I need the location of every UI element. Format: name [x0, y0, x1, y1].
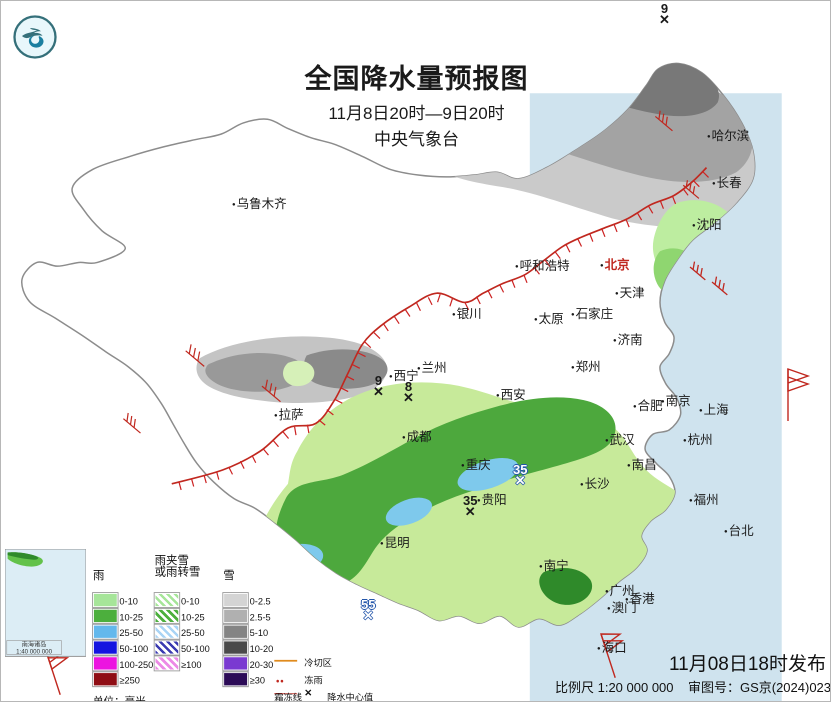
svg-text:1:40 000 000: 1:40 000 000 [16, 649, 53, 656]
svg-text:南海诸岛: 南海诸岛 [22, 641, 47, 649]
